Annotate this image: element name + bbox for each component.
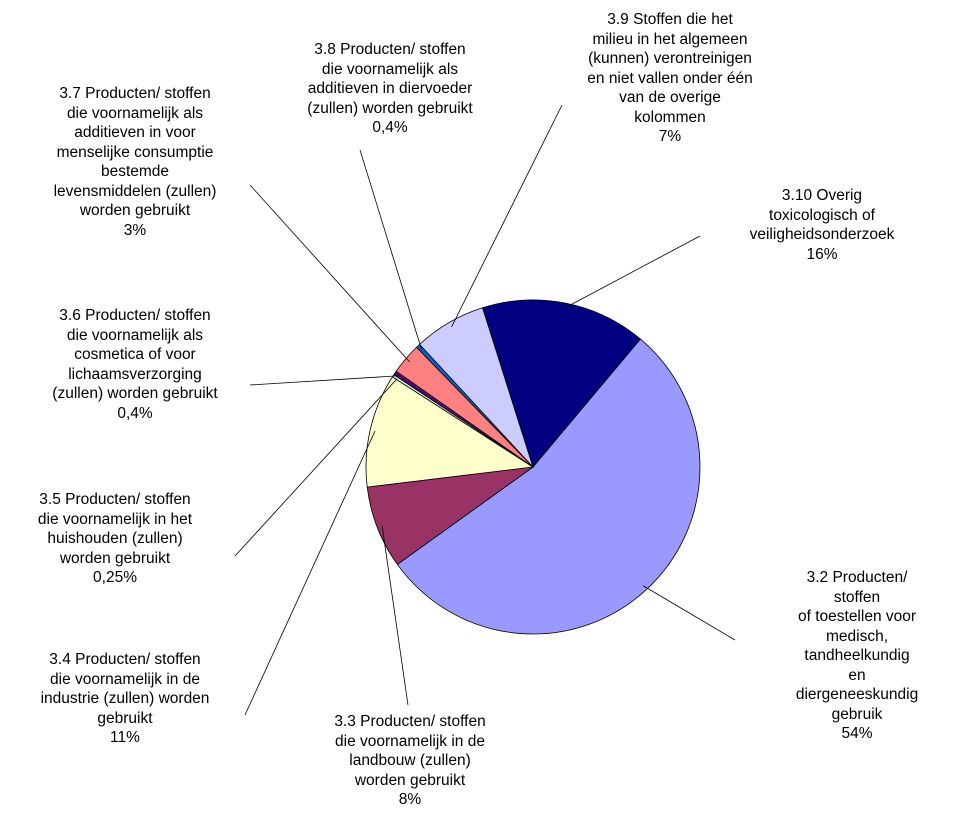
value-label: 0,25% [93, 569, 137, 586]
category-label: 3.3 Producten/ stoffen die voornamelijk … [334, 713, 486, 789]
slice-label: 3.4 Producten/ stoffen die voornamelijk … [41, 650, 210, 748]
leader-line [249, 375, 400, 386]
value-label: 16% [806, 245, 838, 263]
leader-line [642, 585, 736, 641]
slice-label: 3.8 Producten/ stoffen die voornamelijk … [307, 40, 472, 138]
category-label: 3.7 Producten/ stoffen die voornamelijk … [53, 85, 217, 219]
slice-label: 3.10 Overig toxicologisch of veiligheids… [750, 186, 895, 264]
value-label: 8% [398, 791, 422, 808]
value-label: 54% [841, 725, 873, 742]
slice-label: 3.2 Producten/ stoffen of toestellen voo… [796, 568, 918, 744]
category-label: 3.6 Producten/ stoffen die voornamelijk … [52, 307, 218, 402]
category-label: 3.2 Producten/ stoffen of toestellen voo… [795, 569, 919, 723]
category-label: 3.10 Overig toxicologisch of veiligheids… [749, 187, 895, 243]
value-label: 11% [110, 729, 140, 746]
slice-label: 3.7 Producten/ stoffen die voornamelijk … [54, 84, 217, 240]
leader-line [564, 235, 701, 309]
category-label: 3.5 Producten/ stoffen die voornamelijk … [37, 491, 193, 567]
leader-line [381, 525, 409, 706]
value-label: 0,4% [117, 404, 153, 422]
slice-label: 3.5 Producten/ stoffen die voornamelijk … [38, 490, 192, 588]
category-label: 3.4 Producten/ stoffen die voornamelijk … [40, 651, 210, 727]
leader-line [234, 378, 398, 557]
pie-slice [482, 299, 641, 468]
category-label: 3.8 Producten/ stoffen die voornamelijk … [307, 41, 473, 117]
leader-line [451, 104, 563, 328]
value-label: 0,4% [372, 119, 408, 136]
category-label: 3.9 Stoffen die het milieu in het algeme… [587, 11, 753, 126]
slice-label: 3.6 Producten/ stoffen die voornamelijk … [52, 306, 217, 423]
pie-slice [365, 376, 535, 488]
slice-label: 3.3 Producten/ stoffen die voornamelijk … [334, 712, 485, 810]
value-label: 3% [123, 221, 147, 239]
value-label: 7% [658, 128, 682, 145]
slice-label: 3.9 Stoffen die het milieu in het algeme… [587, 10, 752, 147]
leader-line [359, 149, 422, 350]
pie-slice [396, 338, 701, 635]
leader-line [249, 184, 410, 363]
leader-line [244, 430, 376, 716]
